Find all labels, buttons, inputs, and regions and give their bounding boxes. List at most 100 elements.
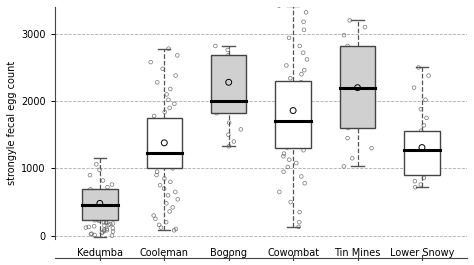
Point [149,141,157,145]
Point [95,195,103,199]
Point [102,217,110,221]
Point [96,201,104,205]
Point [348,156,356,160]
Point [298,72,305,76]
Point [87,187,94,191]
Point [108,212,115,216]
Point [225,133,232,137]
Point [287,95,294,99]
Bar [82,189,118,220]
Point [342,106,349,110]
Point [173,53,181,58]
Point [167,157,174,161]
Point [172,163,180,167]
Point [85,225,92,229]
Point [346,18,354,23]
Point [411,179,419,183]
Point [417,107,425,111]
Point [411,185,419,189]
Point [156,183,164,187]
Point [280,152,288,156]
Point [97,209,104,214]
Point [94,217,102,222]
Point [104,185,111,189]
Point [100,227,108,232]
Point [225,53,232,58]
Point [280,170,287,174]
Point [82,213,90,218]
Point [102,219,110,224]
Point [230,139,237,144]
Point [287,200,294,204]
Point [410,86,418,90]
Point [150,114,158,118]
Point [164,193,172,197]
Point [172,73,180,78]
Point [298,174,305,179]
Point [368,146,375,150]
Point [360,96,367,100]
Point [415,65,422,70]
Point [105,213,112,217]
Point [417,143,424,148]
Point [287,137,294,141]
Point [165,149,173,153]
Point [95,219,103,223]
Point [96,168,103,172]
Point [157,226,165,230]
Point [419,147,427,152]
Point [294,88,302,92]
Point [152,127,159,131]
Point [96,201,104,205]
Point [153,173,160,177]
Point [418,145,426,150]
Point [295,220,303,224]
Point [109,222,117,226]
Point [109,229,117,234]
Point [91,224,98,228]
Point [100,223,108,228]
Point [163,92,170,96]
Point [82,226,90,230]
Point [415,168,422,172]
Point [160,187,168,191]
Point [211,44,219,48]
Point [91,233,99,237]
Y-axis label: strongyle fecal egg count: strongyle fecal egg count [7,61,17,185]
Point [344,126,352,130]
Point [296,210,303,214]
Point [275,3,283,8]
Point [153,170,161,174]
Point [96,211,103,215]
Point [172,227,180,231]
Point [416,164,424,168]
Point [354,86,361,90]
Point [160,165,168,169]
Point [159,67,166,71]
Point [149,118,156,122]
Point [105,203,113,207]
Point [213,65,221,70]
Point [225,144,233,148]
Bar [340,46,375,128]
Point [156,150,164,154]
Point [285,157,293,162]
Point [299,84,307,89]
Point [340,164,347,169]
Point [283,63,290,68]
Point [162,160,169,164]
Point [300,117,307,121]
Point [301,119,309,123]
Point [107,205,115,210]
Point [353,86,360,90]
Point [300,20,307,24]
Point [172,132,179,136]
Point [105,223,112,227]
Point [218,76,226,80]
Point [300,28,308,32]
Point [95,193,102,197]
Point [156,137,164,141]
Point [301,68,308,72]
Point [297,80,305,85]
Point [405,152,413,156]
